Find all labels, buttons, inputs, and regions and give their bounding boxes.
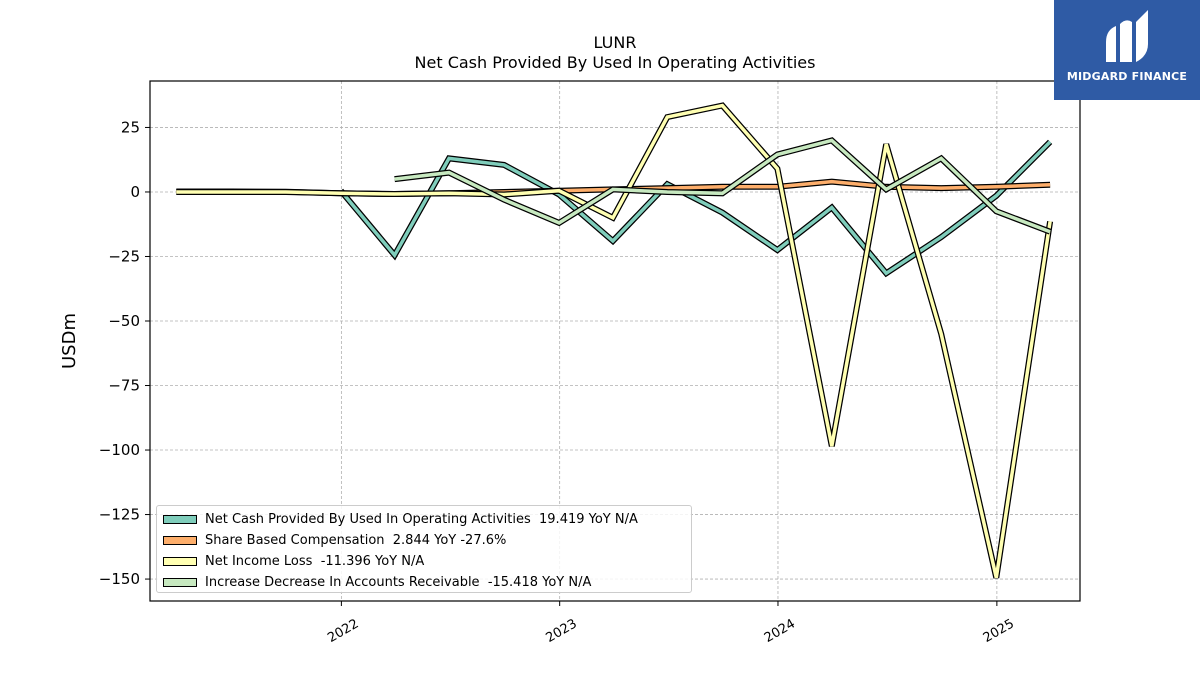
y-tick-label: −125 xyxy=(99,506,140,524)
series-line-2 xyxy=(176,102,1054,579)
x-tick-label: 2025 xyxy=(981,616,1017,646)
series-stroke xyxy=(339,140,1052,276)
y-tick-label: −100 xyxy=(99,441,140,459)
series-stroke xyxy=(176,103,1052,579)
y-tick-label: −50 xyxy=(108,312,140,330)
series-line-3 xyxy=(394,137,1052,235)
y-axis-label: USDm xyxy=(59,313,80,369)
y-tick-label: −75 xyxy=(108,377,140,395)
y-tick-label: −25 xyxy=(108,247,140,265)
logo-text: MIDGARD FINANCE xyxy=(1066,70,1188,83)
legend-label: Net Income Loss -11.396 YoY N/A xyxy=(205,554,425,569)
legend-entry: Net Income Loss -11.396 YoY N/A xyxy=(163,551,685,572)
y-axis-ticks: 25 0 −25 −50 −75 −100 −125 −150 xyxy=(99,118,150,588)
legend-label: Net Cash Provided By Used In Operating A… xyxy=(205,512,638,527)
legend-label: Share Based Compensation 2.844 YoY -27.6… xyxy=(205,533,507,548)
chart-legend: Net Cash Provided By Used In Operating A… xyxy=(156,505,692,593)
x-tick-label: 2022 xyxy=(325,616,361,646)
series-lines xyxy=(176,102,1054,579)
series-stroke xyxy=(394,138,1051,234)
plot-area-frame xyxy=(149,80,1081,602)
legend-entry: Net Cash Provided By Used In Operating A… xyxy=(163,509,685,530)
legend-swatch-net-cash xyxy=(163,515,197,524)
y-tick-label: 25 xyxy=(121,118,140,136)
x-tick-label: 2023 xyxy=(544,616,580,646)
legend-entry: Increase Decrease In Accounts Receivable… xyxy=(163,572,685,593)
brand-logo: MIDGARD FINANCE xyxy=(1054,0,1200,100)
chart-title: LUNR xyxy=(594,33,637,52)
legend-swatch-receivable xyxy=(163,578,197,587)
series-line-0 xyxy=(338,139,1053,278)
y-tick-label: 0 xyxy=(130,183,140,201)
chart-subtitle: Net Cash Provided By Used In Operating A… xyxy=(415,53,816,72)
x-tick-label: 2024 xyxy=(762,616,798,646)
legend-swatch-share-comp xyxy=(163,536,197,545)
y-tick-label: −150 xyxy=(99,570,140,588)
legend-swatch-net-income xyxy=(163,557,197,566)
legend-label: Increase Decrease In Accounts Receivable… xyxy=(205,575,592,590)
legend-entry: Share Based Compensation 2.844 YoY -27.6… xyxy=(163,530,685,551)
logo-mark-icon xyxy=(1106,10,1148,62)
x-axis-ticks: 2022 2023 2024 2025 xyxy=(325,601,1017,646)
